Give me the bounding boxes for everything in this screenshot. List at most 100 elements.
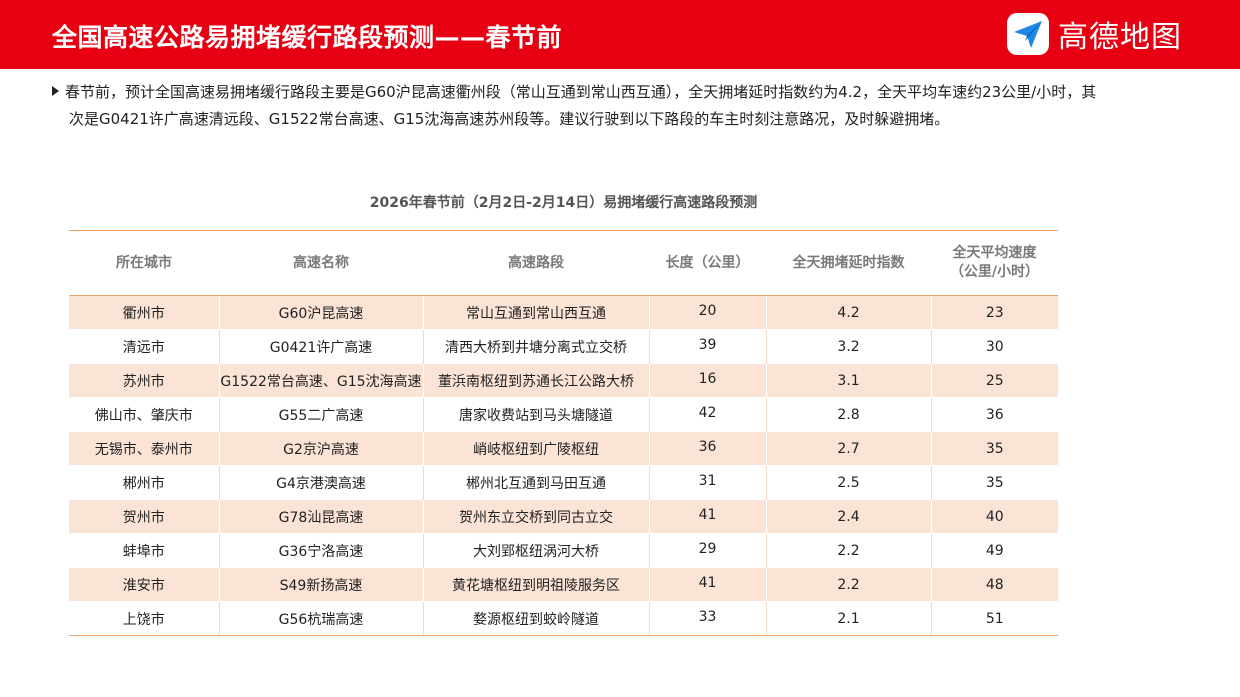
cell-name: G1522常台高速、G15沈海高速 [219, 363, 424, 398]
cell-name: S49新扬高速 [219, 567, 424, 602]
cell-length-value: 41 [698, 506, 717, 523]
cell-length: 16 [649, 363, 767, 398]
summary-line-1: 春节前，预计全国高速易拥堵缓行路段主要是G60沪昆高速衢州段（常山互通到常山西互… [65, 83, 1097, 101]
cell-city: 上饶市 [69, 601, 220, 636]
table-row: 淮安市 S49新扬高速 黄花塘枢纽到明祖陵服务区 41 2.2 48 [69, 567, 1058, 602]
cell-length: 33 [649, 601, 767, 636]
header-speed-line1: 全天平均速度 [952, 245, 1037, 261]
cell-name: G78汕昆高速 [219, 499, 424, 534]
table-row: 佛山市、肇庆市 G55二广高速 唐家收费站到马头塘隧道 42 2.8 36 [69, 397, 1058, 432]
cell-index: 2.8 [766, 397, 932, 432]
cell-length: 20 [649, 295, 767, 330]
cell-length-value: 36 [698, 438, 717, 455]
cell-index: 2.7 [766, 431, 932, 466]
cell-speed: 51 [931, 601, 1058, 636]
cell-length-value: 33 [698, 608, 717, 625]
cell-name: G36宁洛高速 [219, 533, 424, 568]
table-title: 2026年春节前（2月2日-2月14日）易拥堵缓行高速路段预测 [369, 195, 758, 211]
summary-line-2: 次是G0421许广高速清远段、G1522常台高速、G15沈海高速苏州段等。建议行… [69, 110, 950, 128]
cell-speed: 36 [931, 397, 1058, 432]
cell-length-value: 31 [698, 472, 717, 489]
cell-city: 佛山市、肇庆市 [69, 397, 220, 432]
cell-speed: 49 [931, 533, 1058, 568]
cell-speed: 25 [931, 363, 1058, 398]
cell-index: 2.5 [766, 465, 932, 500]
cell-index: 3.1 [766, 363, 932, 398]
header-length: 长度（公里） [649, 230, 766, 296]
bullet-arrow-icon [52, 86, 59, 96]
cell-city: 贺州市 [69, 499, 220, 534]
cell-length-value: 39 [698, 336, 717, 353]
cell-city: 清远市 [69, 329, 220, 364]
cell-section: 唐家收费站到马头塘隧道 [423, 397, 650, 432]
cell-city: 郴州市 [69, 465, 220, 500]
cell-length-value: 20 [698, 302, 717, 319]
cell-name: G4京港澳高速 [219, 465, 424, 500]
header-speed: 全天平均速度 （公里/小时） [931, 230, 1058, 296]
cell-section: 贺州东立交桥到同古立交 [423, 499, 650, 534]
header-section: 高速路段 [423, 230, 649, 296]
cell-index: 2.1 [766, 601, 932, 636]
header-index: 全天拥堵延时指数 [766, 230, 931, 296]
cell-name: G2京沪高速 [219, 431, 424, 466]
cell-city: 衢州市 [69, 295, 220, 330]
cell-section: 婺源枢纽到蛟岭隧道 [423, 601, 650, 636]
cell-length: 39 [649, 329, 767, 364]
table-row: 衢州市 G60沪昆高速 常山互通到常山西互通 20 4.2 23 [69, 295, 1058, 330]
cell-length-value: 42 [698, 404, 717, 421]
cell-section: 大刘郢枢纽涡河大桥 [423, 533, 650, 568]
cell-speed: 35 [931, 431, 1058, 466]
table-row: 贺州市 G78汕昆高速 贺州东立交桥到同古立交 41 2.4 40 [69, 499, 1058, 534]
cell-name: G60沪昆高速 [219, 295, 424, 330]
cell-city: 无锡市、泰州市 [69, 431, 220, 466]
cell-index: 2.2 [766, 533, 932, 568]
cell-speed: 23 [931, 295, 1058, 330]
cell-city: 苏州市 [69, 363, 220, 398]
cell-section: 董浜南枢纽到苏通长江公路大桥 [423, 363, 650, 398]
table-row: 蚌埠市 G36宁洛高速 大刘郢枢纽涡河大桥 29 2.2 49 [69, 533, 1058, 568]
cell-section: 清西大桥到井塘分离式立交桥 [423, 329, 650, 364]
congestion-table: 所在城市 高速名称 高速路段 长度（公里） 全天拥堵延时指数 全天平均速度 （公… [69, 230, 1058, 636]
header-banner: 全国高速公路易拥堵缓行路段预测——春节前 高德地图 [0, 0, 1240, 69]
cell-index: 2.2 [766, 567, 932, 602]
cell-index: 4.2 [766, 295, 932, 330]
table-row: 清远市 G0421许广高速 清西大桥到井塘分离式立交桥 39 3.2 30 [69, 329, 1058, 364]
logo-text: 高德地图 [1058, 20, 1182, 55]
header-speed-line2: （公里/小时） [949, 264, 1040, 280]
cell-section: 常山互通到常山西互通 [423, 295, 650, 330]
cell-speed: 40 [931, 499, 1058, 534]
cell-speed: 30 [931, 329, 1058, 364]
cell-speed: 35 [931, 465, 1058, 500]
header-name: 高速名称 [219, 230, 423, 296]
table-row: 郴州市 G4京港澳高速 郴州北互通到马田互通 31 2.5 35 [69, 465, 1058, 500]
cell-section: 郴州北互通到马田互通 [423, 465, 650, 500]
page-title: 全国高速公路易拥堵缓行路段预测——春节前 [52, 23, 563, 52]
cell-index: 3.2 [766, 329, 932, 364]
cell-section: 黄花塘枢纽到明祖陵服务区 [423, 567, 650, 602]
brand-logo: 高德地图 [1007, 12, 1182, 56]
cell-name: G55二广高速 [219, 397, 424, 432]
cell-section: 峭岐枢纽到广陵枢纽 [423, 431, 650, 466]
table-header-row: 所在城市 高速名称 高速路段 长度（公里） 全天拥堵延时指数 全天平均速度 （公… [69, 230, 1058, 296]
cell-length: 31 [649, 465, 767, 500]
header-city: 所在城市 [69, 230, 219, 296]
cell-city: 蚌埠市 [69, 533, 220, 568]
summary-paragraph: 春节前，预计全国高速易拥堵缓行路段主要是G60沪昆高速衢州段（常山互通到常山西互… [52, 79, 1152, 133]
cell-speed: 48 [931, 567, 1058, 602]
cell-length: 41 [649, 499, 767, 534]
cell-length-value: 16 [698, 370, 717, 387]
cell-name: G0421许广高速 [219, 329, 424, 364]
cell-length-value: 29 [698, 540, 717, 557]
table-row: 苏州市 G1522常台高速、G15沈海高速 董浜南枢纽到苏通长江公路大桥 16 3.1 2… [69, 363, 1058, 398]
table-row: 上饶市 G56杭瑞高速 婺源枢纽到蛟岭隧道 33 2.1 51 [69, 601, 1058, 636]
cell-length: 29 [649, 533, 767, 568]
paper-plane-icon [1007, 13, 1049, 55]
cell-length-value: 41 [698, 574, 717, 591]
cell-city: 淮安市 [69, 567, 220, 602]
cell-length: 36 [649, 431, 767, 466]
cell-length: 41 [649, 567, 767, 602]
cell-length: 42 [649, 397, 767, 432]
cell-index: 2.4 [766, 499, 932, 534]
cell-name: G56杭瑞高速 [219, 601, 424, 636]
table-row: 无锡市、泰州市 G2京沪高速 峭岐枢纽到广陵枢纽 36 2.7 35 [69, 431, 1058, 466]
